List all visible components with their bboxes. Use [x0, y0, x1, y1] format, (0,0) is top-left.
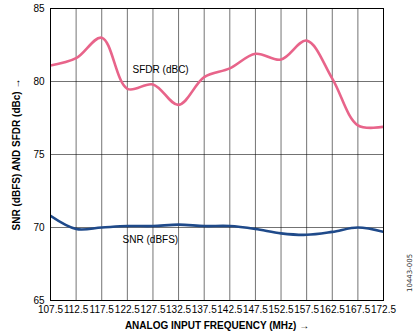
svg-text:137.5: 137.5	[192, 304, 217, 315]
svg-text:ANALOG INPUT FREQUENCY (MHz) →: ANALOG INPUT FREQUENCY (MHz) →	[125, 320, 309, 331]
html-text:10443-005: 10443-005	[406, 253, 414, 292]
svg-text:SNR (dBFS) AND SFDR (dBc) →: SNR (dBFS) AND SFDR (dBc) →	[11, 79, 22, 231]
svg-text:80: 80	[33, 76, 45, 87]
svg-text:157.5: 157.5	[294, 304, 319, 315]
svg-text:107.5: 107.5	[38, 304, 63, 315]
svg-text:117.5: 117.5	[90, 304, 115, 315]
svg-text:167.5: 167.5	[345, 304, 370, 315]
svg-text:SFDR (dBC): SFDR (dBC)	[133, 64, 189, 75]
svg-text:127.5: 127.5	[140, 304, 165, 315]
svg-text:147.5: 147.5	[243, 304, 268, 315]
svg-text:142.5: 142.5	[217, 304, 242, 315]
svg-text:65: 65	[33, 294, 45, 306]
svg-text:SNR (dBFS): SNR (dBFS)	[123, 234, 179, 245]
svg-text:172.5: 172.5	[371, 304, 396, 315]
svg-text:75: 75	[33, 149, 45, 160]
svg-text:162.5: 162.5	[320, 304, 345, 315]
svg-text:85: 85	[33, 3, 45, 14]
svg-text:132.5: 132.5	[166, 304, 191, 315]
svg-text:122.5: 122.5	[115, 304, 140, 315]
svg-text:112.5: 112.5	[64, 304, 89, 315]
svg-text:70: 70	[33, 222, 45, 233]
svg-text:152.5: 152.5	[269, 304, 294, 315]
